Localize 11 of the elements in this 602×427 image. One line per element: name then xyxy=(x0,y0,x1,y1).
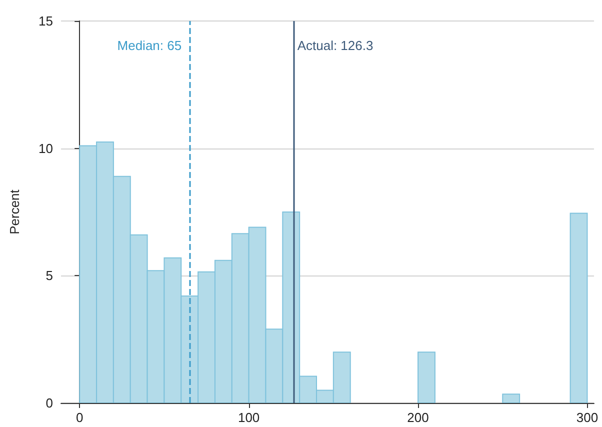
y-axis-title: Percent xyxy=(7,189,22,234)
y-tick-label: 5 xyxy=(46,268,53,284)
ref-line-label: Median: 65 xyxy=(117,38,182,53)
x-tick-label: 100 xyxy=(238,410,260,425)
ref-line-label: Actual: 126.3 xyxy=(297,38,374,53)
x-tick-label: 200 xyxy=(407,410,429,425)
y-tick-label: 10 xyxy=(38,140,53,156)
x-tick-label: 300 xyxy=(576,410,598,425)
y-tick-label: 15 xyxy=(38,14,53,28)
y-tick-label: 0 xyxy=(46,396,53,410)
x-tick-label: 0 xyxy=(76,410,84,425)
